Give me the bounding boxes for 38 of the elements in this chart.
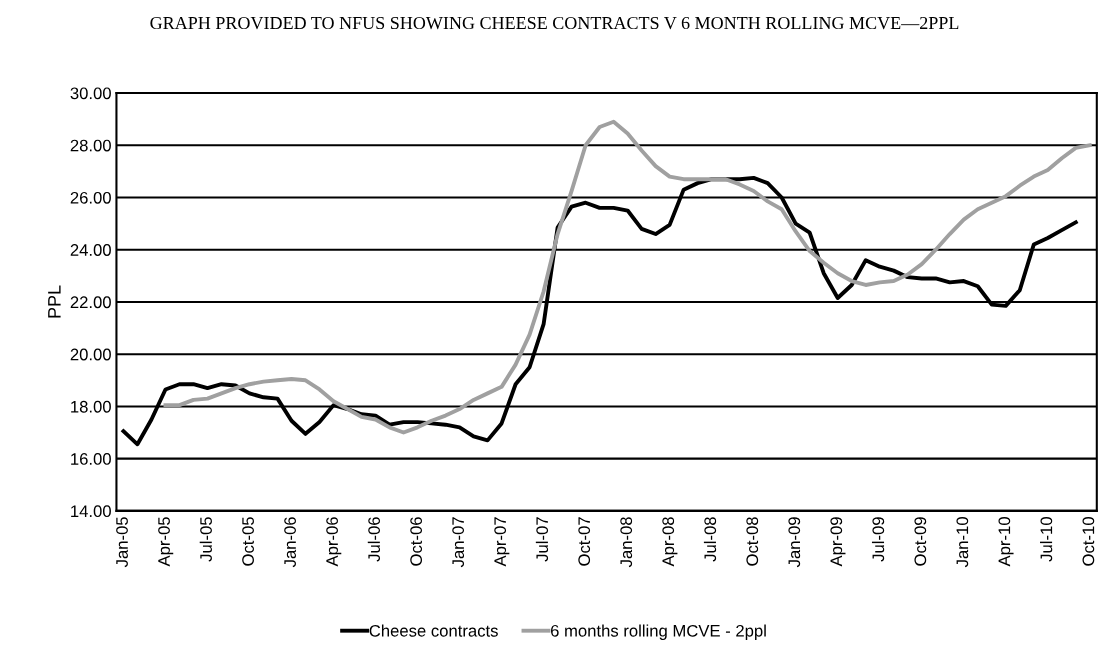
y-tick-label: 24.00: [70, 244, 111, 256]
x-tick-label: Jul-06: [367, 517, 381, 562]
y-tick-label: 16.00: [71, 453, 111, 465]
x-tick-label: Jan-08: [620, 517, 633, 568]
y-tick-label: 30.00: [70, 87, 111, 100]
x-tick-label: Jan-06: [284, 517, 296, 568]
x-tick-label: Jul-07: [535, 517, 549, 562]
x-tick-label: Apr-07: [494, 517, 510, 567]
x-tick-label: Apr-09: [830, 517, 846, 567]
chart-title: GRAPH PROVIDED TO NFUS SHOWING CHEESE CONTRACTS V 6 MONTH ROLLING MCVE—2PPL: [150, 16, 959, 30]
x-tick-label: Apr-05: [158, 517, 174, 567]
x-tick-label: Jan-05: [116, 517, 128, 568]
x-tick-label: Jul-10: [1040, 517, 1053, 562]
legend-label: 6 months rolling MCVE - 2ppl: [550, 624, 766, 640]
x-tick-label: Oct-08: [746, 517, 759, 566]
x-tick-label: Oct-05: [242, 517, 254, 566]
y-tick-label: 26.00: [70, 191, 111, 204]
x-tick-label: Jul-09: [871, 517, 885, 562]
x-tick-label: Apr-08: [662, 517, 678, 567]
x-tick-label: Apr-06: [326, 517, 342, 567]
y-tick-label: 20.00: [70, 348, 111, 361]
y-tick-label: 14.00: [71, 505, 111, 518]
x-tick-label: Apr-10: [998, 517, 1014, 567]
x-tick-label: Jan-09: [788, 517, 801, 568]
y-tick-label: 18.00: [71, 400, 111, 413]
y-tick-label: 22.00: [70, 296, 111, 309]
x-tick-label: Oct-09: [914, 517, 927, 566]
line-series: [163, 119, 1092, 435]
x-tick-label: Jul-08: [703, 517, 717, 562]
y-axis-title: PPL: [48, 285, 61, 318]
x-tick-label: Oct-10: [1082, 517, 1095, 566]
legend-label: Cheese contracts: [369, 624, 498, 637]
x-tick-label: Oct-07: [578, 517, 591, 566]
x-tick-label: Jul-05: [199, 517, 212, 562]
x-tick-label: Oct-06: [410, 517, 423, 566]
y-tick-label: 28.00: [70, 139, 111, 152]
x-tick-label: Jan-07: [452, 517, 465, 568]
x-tick-label: Jan-10: [956, 517, 969, 568]
